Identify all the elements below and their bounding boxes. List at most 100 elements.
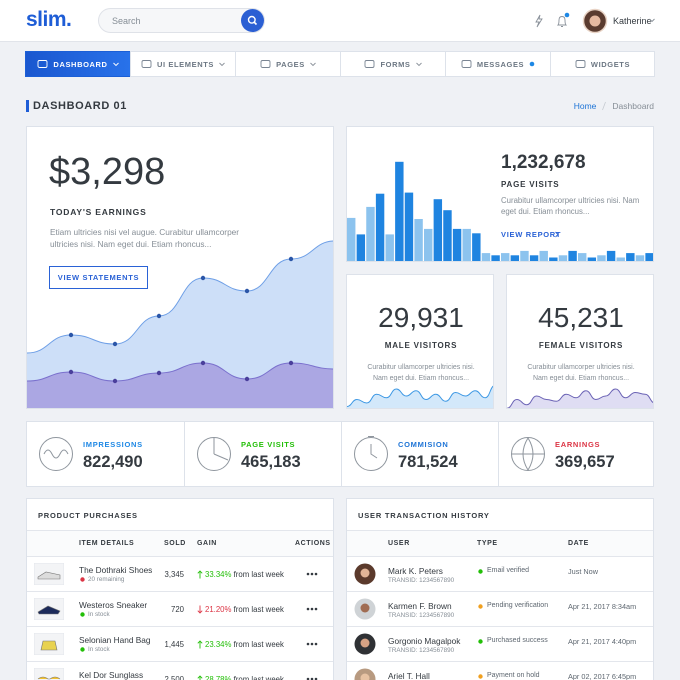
earnings-series-area [27, 241, 333, 408]
earnings-series-line [27, 362, 333, 382]
nav-label[interactable]: FORMS [380, 59, 411, 69]
user-name[interactable]: Katherine [613, 16, 652, 26]
page-visits-chart [347, 161, 653, 261]
view-report-link[interactable]: VIEW REPORT [501, 230, 562, 239]
logo[interactable]: slim. [26, 8, 72, 31]
nav-icon-shape [461, 60, 472, 68]
status-dot [478, 569, 483, 574]
nav-label[interactable]: PAGES [276, 59, 305, 69]
user-name: Karmen F. Brown [388, 601, 452, 611]
nav-label[interactable]: UI ELEMENTS [156, 59, 215, 69]
transaction-type: Pending verification [487, 602, 549, 609]
stat-label: PAGE VISITS [241, 440, 296, 449]
bar [510, 255, 520, 261]
nav-item[interactable]: DASHBOARD [25, 51, 131, 77]
bar [404, 192, 414, 261]
nav-chevron [112, 62, 119, 66]
bar [568, 250, 577, 261]
table-row: Gorgonio Magalpok TRANSID: 1234567890 Purc… [347, 627, 653, 662]
row-actions[interactable] [306, 571, 318, 577]
nav-label[interactable]: DASHBOARD [53, 59, 108, 69]
product-name: Westeros Sneaker [79, 600, 148, 610]
link-chevron [555, 231, 559, 238]
earnings-chart [27, 240, 333, 408]
title-accent [26, 100, 29, 112]
nav-item[interactable]: WIDGETS [550, 51, 655, 77]
chevron [415, 62, 422, 66]
product-name: Selonian Hand Bag [79, 635, 151, 645]
sold-count: 1,445 [164, 640, 184, 649]
transaction-type: Purchased success [487, 637, 548, 644]
bar [472, 233, 481, 261]
action-dot [310, 642, 314, 646]
chevron [555, 231, 559, 238]
stat-value: 465,183 [241, 453, 301, 471]
page-visits-text: Curabitur ullamcorper ultricies nisi. Na… [501, 196, 640, 216]
product-thumbnail [34, 633, 64, 655]
thumb-item [37, 605, 61, 615]
thumb-bg [34, 668, 64, 680]
page-visits-card: 1,232,678 PAGE VISITS Curabitur ullamcorpe… [346, 126, 654, 262]
gain-percent: 21.20% [205, 605, 232, 614]
icon-ring [197, 437, 231, 471]
nav-label[interactable]: WIDGETS [590, 59, 631, 69]
table-card: USER TRANSACTION HISTORY USER TYPE DATE Mark… [346, 498, 654, 680]
transaction-id: TRANSID: 1234567890 [388, 647, 455, 654]
type-dot [478, 674, 483, 679]
nav-label[interactable]: MESSAGES [476, 59, 525, 69]
data-point [68, 369, 74, 375]
gain: 23.34% from last week [205, 640, 284, 649]
nav-item[interactable]: PAGES [235, 51, 341, 77]
row-actions[interactable] [306, 641, 318, 647]
action-dot [306, 677, 310, 680]
bar [645, 253, 653, 261]
avatar-face [360, 638, 370, 648]
stat-cell: COMMISION 781,524 [341, 422, 498, 486]
row-actions[interactable] [306, 606, 318, 612]
data-point [244, 376, 250, 382]
row-actions[interactable] [306, 676, 318, 680]
table-row: Westeros Sneaker In stock 720 21.20% from l… [27, 592, 333, 627]
visitors-label: FEMALE VISITORS [538, 341, 624, 350]
nav-icon [575, 60, 586, 68]
transaction-id: TRANSID: 1234567890 [388, 577, 455, 584]
chevron [649, 18, 655, 23]
earnings-series-line [27, 240, 333, 354]
gain-note: from last week [233, 675, 284, 680]
nav-icon [141, 60, 152, 68]
bar [606, 250, 616, 261]
page-visits-value: 1,232,678 [501, 152, 586, 173]
thumb-item [40, 640, 58, 651]
breadcrumb-separator [602, 101, 607, 111]
nav-icon [260, 60, 271, 68]
nav-badge [529, 61, 535, 67]
stat-label: EARNINGS [555, 440, 601, 449]
bar [385, 234, 394, 261]
gain-note: from last week [233, 605, 284, 614]
icon-glyph [512, 437, 544, 471]
action-dot [314, 572, 318, 576]
bar [501, 253, 510, 261]
data-point [288, 256, 294, 262]
bar [635, 255, 645, 261]
nav-item[interactable]: UI ELEMENTS [130, 51, 236, 77]
bar [491, 255, 500, 261]
status-dot [478, 639, 483, 644]
user-avatar [354, 668, 376, 680]
bar [597, 255, 606, 261]
gain: 28.78% from last week [205, 675, 284, 680]
breadcrumb-link[interactable]: Home [573, 101, 597, 111]
data-point [156, 370, 162, 376]
stat-icon [39, 437, 73, 471]
user-avatar [354, 633, 376, 655]
nav-item[interactable]: MESSAGES [445, 51, 551, 77]
data-point [288, 360, 294, 366]
product-thumbnail [34, 668, 64, 680]
stock-status: In stock [88, 611, 110, 618]
nav-item[interactable]: FORMS [340, 51, 446, 77]
view-statements-button[interactable]: VIEW STATEMENTS [49, 266, 148, 289]
icon-glyph [43, 449, 69, 459]
transaction-id: TRANSID: 1234567890 [388, 612, 455, 619]
search-box[interactable]: Search [98, 8, 265, 33]
